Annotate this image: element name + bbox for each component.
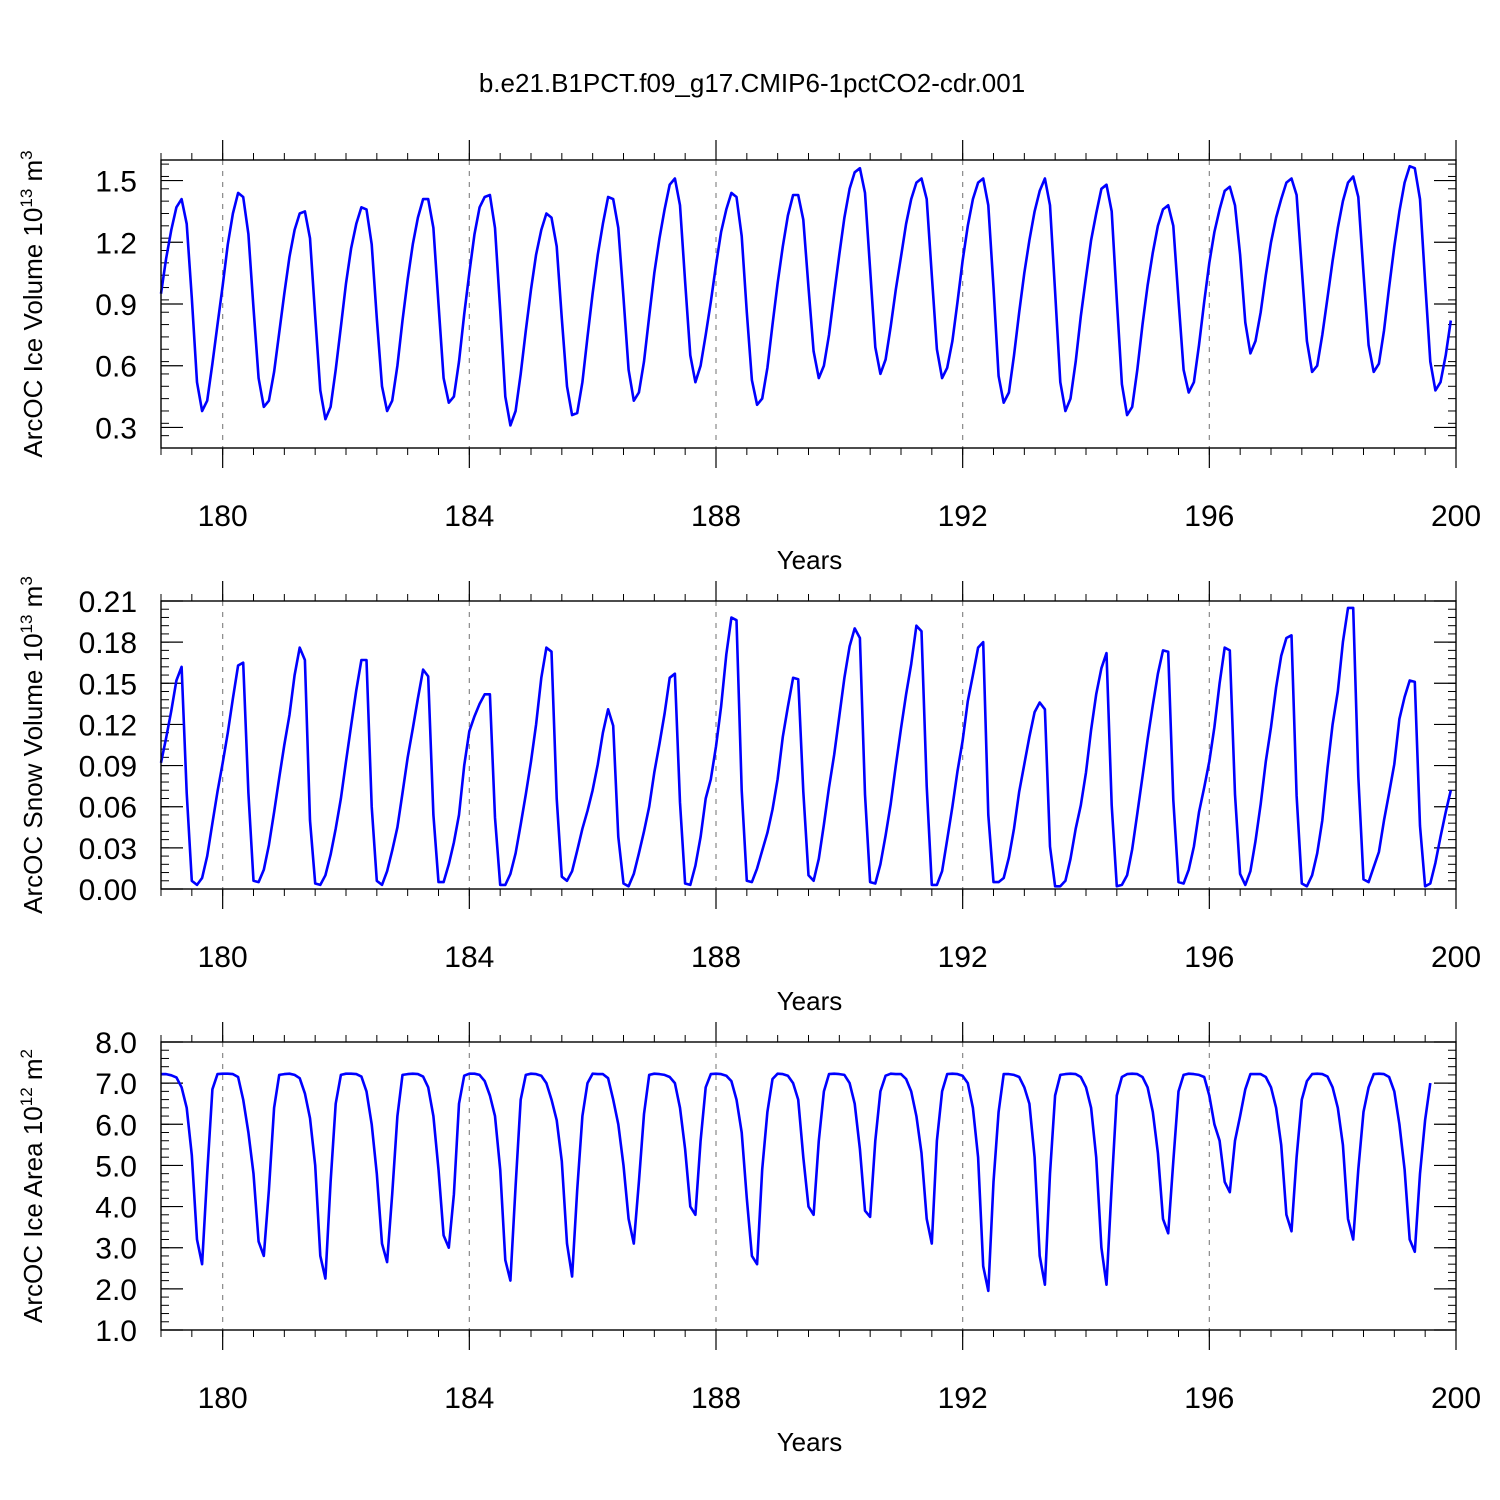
y-tick-label: 0.00 [79,874,137,907]
y-axis-title-text: m [18,586,48,615]
chart-title: b.e21.B1PCT.f09_g17.CMIP6-1pctCO2-cdr.00… [479,68,1025,98]
series-line-ice-area [161,1072,1432,1293]
x-axis-title: Years [777,986,843,1016]
x-tick-label: 184 [444,941,494,974]
y-axis-title-superscript: 2 [17,1049,36,1058]
y-axis-title-text: ArcOC Ice Volume 10 [18,208,48,458]
y-axis-title-superscript: 3 [17,150,36,159]
y-tick-label: 5.0 [95,1150,137,1183]
plot-frame [160,600,1457,890]
y-tick-label: 6.0 [95,1109,137,1142]
x-tick-label: 184 [444,500,494,533]
y-tick-label: 0.06 [79,792,137,825]
y-tick-label: 0.21 [79,586,137,619]
y-tick-label: 0.12 [79,709,137,742]
y-axis-title-superscript: 12 [17,1087,36,1106]
y-axis-title: ArcOC Ice Volume 1013 m3 [17,150,48,457]
panel-ice-volume: 180 184 188 192 196 200 0.3 0.6 0.9 1.2 1.5 Years Ar… [17,140,1481,575]
series-line-ice-volume [159,164,1453,427]
y-tick-label: 1.0 [95,1315,137,1348]
x-axis-title: Years [777,1427,843,1457]
x-tick-label: 192 [938,1382,988,1415]
y-tick-label: 0.03 [79,833,137,866]
x-tick-label: 192 [938,500,988,533]
x-tick-label: 200 [1431,500,1481,533]
y-axis-title-superscript: 3 [17,576,36,585]
y-tick-label: 4.0 [95,1192,137,1225]
plot-frame [160,1041,1457,1331]
y-tick-label: 0.15 [79,668,137,701]
x-tick-label: 196 [1184,1382,1234,1415]
x-tick-label: 188 [691,1382,741,1415]
y-tick-label: 8.0 [95,1027,137,1060]
x-tick-label: 188 [691,941,741,974]
y-tick-label: 0.09 [79,751,137,784]
x-tick-label: 200 [1431,1382,1481,1415]
x-tick-label: 196 [1184,500,1234,533]
y-tick-label: 0.6 [95,351,137,384]
y-axis-title-text: ArcOC Snow Volume 10 [18,633,48,913]
x-tick-label: 200 [1431,941,1481,974]
panel-ice-area: 180 184 188 192 196 200 1.0 2.0 3.0 4.0 5.0 6.0 7.0 8… [17,1022,1481,1457]
y-axis-title: ArcOC Snow Volume 1013 m3 [17,576,48,914]
y-tick-label: 0.18 [79,627,137,660]
y-axis-title-superscript: 13 [17,189,36,208]
y-tick-label: 1.2 [95,227,137,260]
x-tick-label: 180 [198,941,248,974]
y-tick-label: 0.9 [95,289,137,322]
y-axis-title: ArcOC Ice Area 1012 m2 [17,1049,48,1323]
y-tick-label: 0.3 [95,412,137,445]
panel-snow-volume: 180 184 188 192 196 200 0.00 0.03 0.06 0.09 0.12 0.… [17,576,1481,1016]
y-tick-label: 2.0 [95,1274,137,1307]
y-axis-title-superscript: 13 [17,615,36,634]
x-tick-label: 184 [444,1382,494,1415]
y-tick-label: 1.5 [95,166,137,199]
y-axis-title-text: ArcOC Ice Area 10 [18,1106,48,1323]
x-tick-label: 192 [938,941,988,974]
y-tick-label: 7.0 [95,1068,137,1101]
x-tick-label: 180 [198,500,248,533]
y-axis-title-text: m [18,1058,48,1087]
x-tick-label: 196 [1184,941,1234,974]
x-tick-label: 188 [691,500,741,533]
y-tick-label: 3.0 [95,1233,137,1266]
y-axis-title-text: m [18,160,48,189]
series-line-snow-volume [159,606,1453,888]
plot-frame [160,159,1457,449]
x-tick-label: 180 [198,1382,248,1415]
x-axis-title: Years [777,545,843,575]
